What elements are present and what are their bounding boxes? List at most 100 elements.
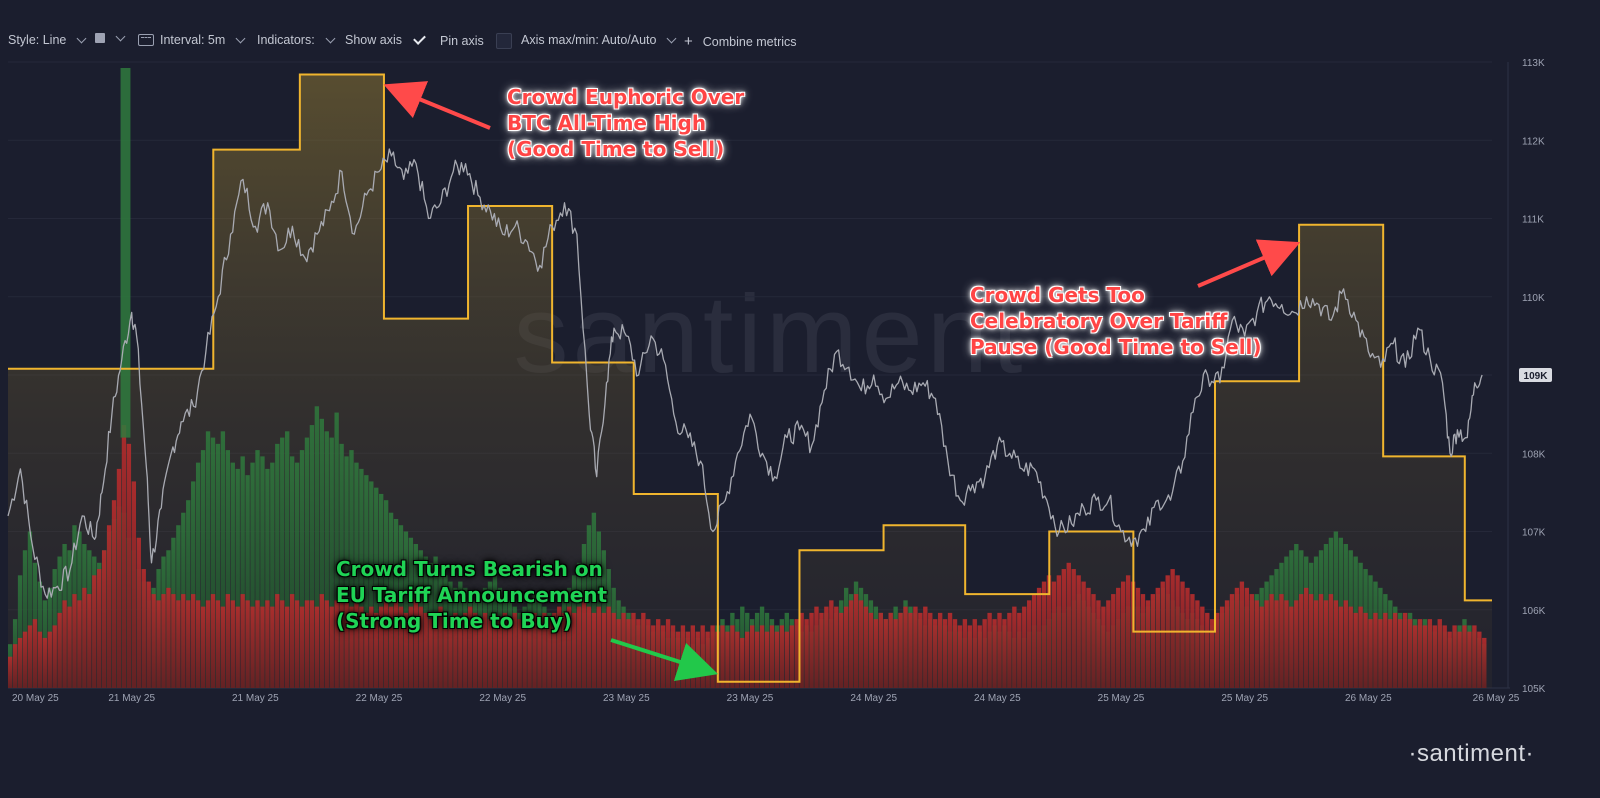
x-tick-label: 26 May 25	[1345, 693, 1392, 704]
combine-metrics-button[interactable]: + Combine metrics	[684, 33, 797, 50]
volume-bar-negative	[1155, 587, 1160, 688]
volume-bar-negative	[789, 625, 794, 688]
volume-bar-negative	[764, 631, 770, 688]
annotation-top-line-3: (Good Time to Sell)	[507, 137, 725, 161]
volume-bar-negative	[1002, 619, 1007, 688]
volume-bar-negative	[423, 612, 428, 688]
volume-bar-negative	[957, 625, 963, 688]
volume-bar-negative	[403, 612, 409, 688]
volume-bar-negative	[314, 606, 320, 688]
volume-bar-total	[319, 418, 324, 688]
volume-bar-negative	[1091, 594, 1096, 688]
volume-bar-negative	[626, 619, 631, 688]
volume-bar-negative	[393, 600, 399, 688]
volume-bar-negative	[1363, 612, 1368, 688]
volume-bar-negative	[1046, 575, 1052, 688]
volume-bar-negative	[1333, 600, 1339, 688]
y-tick-label: 113K	[1522, 58, 1545, 69]
annotation-bottom: Crowd Turns Bearish on EU Tariff Announc…	[336, 556, 607, 634]
volume-bar-negative	[754, 631, 760, 688]
volume-bar-negative	[809, 612, 814, 688]
volume-bar-negative	[136, 537, 141, 688]
volume-bar-total	[329, 437, 334, 688]
volume-bar-negative	[22, 631, 28, 688]
volume-bar-negative	[126, 443, 132, 688]
volume-bar-negative	[1121, 581, 1126, 688]
x-tick-label: 24 May 25	[850, 693, 897, 704]
volume-bar-negative	[1358, 606, 1363, 688]
volume-bar-total	[324, 431, 329, 688]
color-dropdown[interactable]	[95, 31, 126, 43]
axis-maxmin-label: Axis max/min: Auto/Auto	[521, 33, 657, 47]
annotation-top: Crowd Euphoric Over BTC All-Time High (G…	[507, 84, 744, 162]
volume-bar-negative	[131, 481, 137, 688]
volume-bar-negative	[928, 612, 933, 688]
volume-bar-negative	[418, 606, 423, 688]
y-tick-label: 108K	[1522, 449, 1546, 460]
volume-bar-negative	[1323, 600, 1329, 688]
volume-bar-negative	[1412, 625, 1418, 688]
show-axis-toggle[interactable]: Show axis	[345, 31, 426, 47]
volume-bar-negative	[1031, 594, 1037, 688]
x-axis: 20 May 25 21 May 25 21 May 25 22 May 25 22 M…	[12, 693, 1520, 704]
pin-axis-toggle[interactable]: Pin axis	[440, 33, 512, 49]
volume-bar-total	[275, 443, 280, 688]
style-dropdown[interactable]: Style: Line	[8, 33, 87, 47]
volume-bar-negative	[1195, 600, 1200, 688]
volume-bar-negative	[1264, 600, 1269, 688]
volume-bar-negative	[1274, 600, 1279, 688]
volume-bar-negative	[1388, 619, 1393, 688]
volume-bar-negative	[1343, 600, 1348, 688]
volume-bar-total	[280, 437, 285, 688]
volume-bar-total	[339, 443, 344, 688]
volume-bar-negative	[92, 575, 97, 688]
interval-icon	[138, 34, 154, 46]
axis-maxmin-dropdown[interactable]: Axis max/min: Auto/Auto	[521, 33, 677, 47]
volume-bar-negative	[299, 606, 305, 688]
interval-label: Interval: 5m	[160, 33, 226, 47]
volume-bar-negative	[967, 625, 972, 688]
volume-bar-negative	[824, 606, 829, 688]
volume-bar-negative	[1452, 625, 1457, 688]
volume-bar-negative	[116, 468, 122, 688]
checkbox-icon	[495, 33, 512, 49]
volume-bar-total	[364, 475, 369, 688]
indicators-dropdown[interactable]: Indicators:	[257, 33, 336, 47]
volume-bar-negative	[448, 619, 453, 688]
volume-bar-negative	[1022, 606, 1027, 688]
volume-bar-negative	[1205, 612, 1210, 688]
volume-bar-negative	[1130, 581, 1136, 688]
annotation-bottom-line-2: EU Tariff Announcement	[336, 583, 608, 607]
volume-bar-negative	[477, 619, 483, 688]
volume-bar-negative	[230, 600, 235, 688]
volume-bar-negative	[388, 606, 394, 688]
volume-bar-negative	[740, 637, 745, 688]
volume-bar-negative	[453, 612, 458, 688]
volume-bar-negative	[1442, 625, 1447, 688]
volume-bar-negative	[1106, 600, 1111, 688]
indicators-label: Indicators:	[257, 33, 315, 47]
volume-bar-negative	[1101, 606, 1106, 688]
volume-bar-negative	[685, 631, 691, 688]
price-line	[7, 148, 1483, 599]
volume-bar-negative	[1150, 594, 1156, 688]
volume-bar-negative	[106, 525, 112, 688]
volume-bar-negative	[37, 631, 43, 688]
volume-bar-negative	[1432, 625, 1437, 688]
volume-bar-total	[265, 468, 270, 688]
volume-bar-negative	[47, 631, 52, 688]
volume-bar-negative	[1125, 575, 1131, 688]
volume-bar-negative	[636, 619, 641, 688]
volume-bar-negative	[1116, 587, 1121, 688]
volume-bar-negative	[918, 612, 923, 688]
interval-dropdown[interactable]: Interval: 5m	[138, 33, 246, 47]
volume-bar-negative	[255, 600, 260, 688]
volume-bar-negative	[215, 600, 221, 688]
volume-bar-negative	[982, 619, 987, 688]
volume-bar-negative	[962, 619, 968, 688]
volume-bar-negative	[250, 606, 255, 688]
annotation-right-line-1: Crowd Gets Too	[970, 283, 1145, 307]
volume-bar-negative	[1457, 631, 1462, 688]
volume-bar-negative	[1027, 600, 1032, 688]
